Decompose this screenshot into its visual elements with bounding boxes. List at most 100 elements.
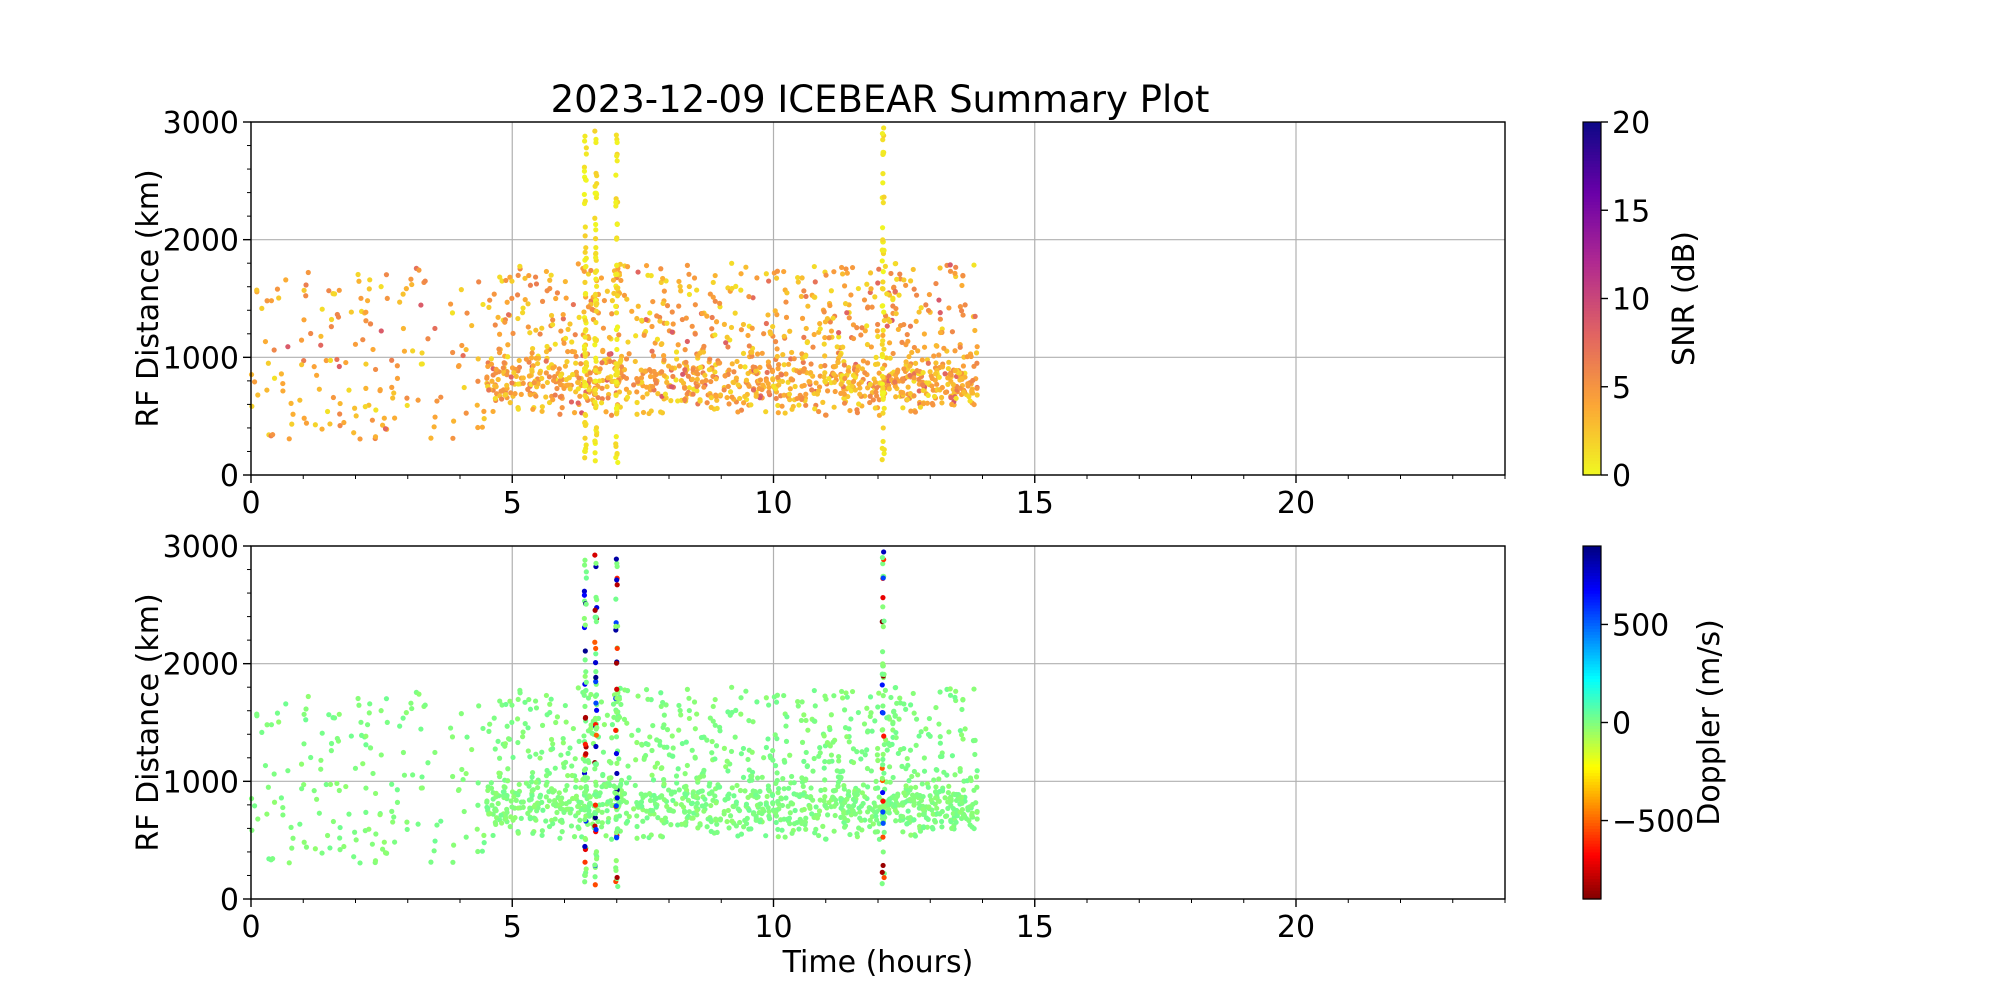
data-point: [604, 712, 610, 718]
colorbar-segment: [1583, 872, 1601, 877]
data-point: [850, 759, 857, 766]
data-point: [676, 727, 682, 733]
data-point: [634, 399, 640, 406]
data-point: [549, 322, 556, 328]
data-point: [582, 334, 588, 340]
data-point: [773, 699, 780, 705]
colorbar-segment: [1583, 581, 1601, 585]
data-point: [939, 363, 946, 370]
data-point: [550, 397, 556, 403]
data-point: [581, 592, 588, 598]
colorbar-segment: [1583, 280, 1601, 285]
data-point: [670, 745, 676, 751]
data-point: [270, 856, 276, 862]
data-point: [849, 383, 855, 389]
data-point: [271, 771, 277, 777]
data-point: [880, 237, 886, 243]
data-point: [460, 776, 466, 783]
data-point: [382, 426, 389, 432]
data-point: [840, 271, 846, 277]
data-point: [881, 405, 887, 411]
colorbar-segment: [1583, 398, 1601, 403]
data-point: [593, 250, 599, 257]
data-point: [358, 295, 364, 301]
data-point: [581, 191, 587, 198]
data-point: [592, 458, 598, 464]
colorbar-segment: [1583, 292, 1601, 297]
data-point: [565, 326, 571, 332]
data-point: [732, 310, 738, 316]
data-point: [864, 305, 871, 311]
data-point: [953, 264, 959, 270]
data-point: [789, 377, 795, 383]
data-point: [498, 812, 504, 818]
data-point: [680, 371, 686, 377]
colorbar-segment: [1583, 643, 1601, 647]
data-point: [285, 768, 291, 774]
colorbar-segment: [1583, 678, 1601, 682]
data-point: [314, 372, 320, 378]
data-point: [410, 772, 416, 778]
data-point: [927, 793, 933, 799]
data-point: [929, 400, 935, 407]
data-point: [553, 719, 559, 726]
data-point: [880, 332, 886, 338]
data-point: [319, 306, 325, 312]
data-point: [959, 706, 965, 713]
data-point: [746, 293, 752, 300]
data-point: [496, 770, 502, 776]
data-point: [499, 702, 505, 708]
data-point: [582, 435, 588, 441]
data-point: [725, 768, 731, 774]
data-point: [592, 128, 598, 134]
data-point: [626, 351, 632, 357]
data-point: [571, 410, 578, 416]
data-point: [539, 408, 545, 414]
data-point: [341, 843, 347, 850]
data-point: [796, 793, 803, 800]
data-point: [346, 811, 352, 817]
data-point: [841, 400, 848, 406]
data-point: [775, 402, 781, 409]
data-point: [614, 874, 620, 881]
colorbar-segment: [1583, 266, 1601, 270]
data-point: [974, 809, 980, 815]
colorbar-segment: [1583, 713, 1601, 718]
colorbar-segment: [1583, 816, 1601, 821]
data-point: [504, 723, 510, 729]
data-point: [916, 733, 922, 739]
colorbar-segment: [1583, 575, 1601, 579]
data-point: [884, 747, 890, 753]
data-point: [581, 268, 587, 274]
data-point: [592, 391, 598, 397]
data-point: [614, 770, 620, 777]
data-point: [822, 363, 828, 369]
data-point: [485, 787, 491, 794]
colorbar-segment: [1583, 622, 1601, 627]
data-point: [799, 275, 805, 281]
data-point: [775, 365, 781, 372]
data-point: [515, 272, 521, 279]
colorbar-segment: [1583, 601, 1601, 606]
data-point: [562, 335, 569, 341]
data-point: [527, 706, 534, 712]
data-point: [868, 710, 874, 716]
data-point: [529, 345, 536, 352]
data-point: [614, 686, 620, 692]
data-point: [684, 762, 690, 769]
data-point: [662, 391, 668, 397]
data-point: [678, 377, 685, 384]
data-point: [834, 344, 840, 350]
data-point: [742, 788, 748, 794]
data-point: [581, 379, 588, 385]
data-point: [734, 358, 740, 365]
data-point: [861, 297, 868, 303]
data-point: [593, 402, 599, 409]
data-point: [858, 332, 864, 338]
data-point: [690, 815, 696, 821]
data-point: [632, 782, 638, 789]
data-point: [598, 699, 605, 705]
data-point: [691, 699, 698, 705]
data-point: [522, 721, 528, 727]
data-point: [826, 335, 832, 341]
